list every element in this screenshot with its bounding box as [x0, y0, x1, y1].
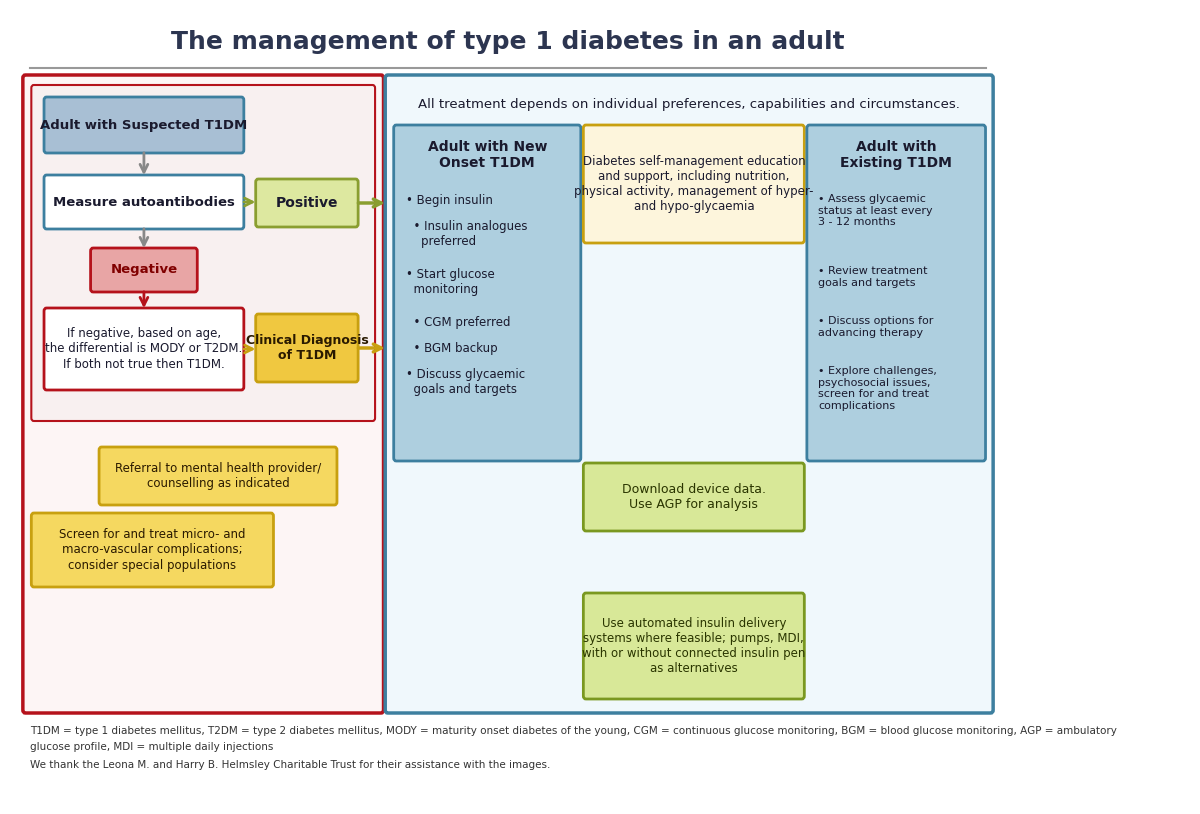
- FancyBboxPatch shape: [44, 308, 244, 390]
- Text: The management of type 1 diabetes in an adult: The management of type 1 diabetes in an …: [172, 30, 845, 54]
- Text: • Review treatment
goals and targets: • Review treatment goals and targets: [818, 266, 928, 287]
- FancyBboxPatch shape: [583, 463, 804, 531]
- Text: Screen for and treat micro- and
macro-vascular complications;
consider special p: Screen for and treat micro- and macro-va…: [59, 528, 246, 571]
- Text: All treatment depends on individual preferences, capabilities and circumstances.: All treatment depends on individual pref…: [419, 98, 960, 111]
- Text: Negative: Negative: [110, 264, 178, 277]
- FancyBboxPatch shape: [256, 314, 358, 382]
- FancyBboxPatch shape: [100, 447, 337, 505]
- Text: • Assess glycaemic
status at least every
3 - 12 months: • Assess glycaemic status at least every…: [818, 194, 932, 227]
- Text: Use automated insulin delivery
systems where feasible; pumps, MDI,
with or witho: Use automated insulin delivery systems w…: [582, 617, 805, 675]
- Text: Diabetes self-management education
and support, including nutrition,
physical ac: Diabetes self-management education and s…: [574, 155, 814, 213]
- FancyBboxPatch shape: [44, 175, 244, 229]
- Text: • Begin insulin: • Begin insulin: [407, 194, 493, 207]
- Text: glucose profile, MDI = multiple daily injections: glucose profile, MDI = multiple daily in…: [30, 742, 274, 752]
- Text: Adult with New
Onset T1DM: Adult with New Onset T1DM: [427, 140, 547, 170]
- FancyBboxPatch shape: [31, 513, 274, 587]
- Text: Positive: Positive: [276, 196, 338, 210]
- Text: Referral to mental health provider/
counselling as indicated: Referral to mental health provider/ coun…: [115, 462, 322, 490]
- FancyBboxPatch shape: [256, 179, 358, 227]
- Text: • Explore challenges,
psychosocial issues,
screen for and treat
complications: • Explore challenges, psychosocial issue…: [818, 366, 937, 411]
- Text: • CGM preferred: • CGM preferred: [407, 316, 511, 329]
- FancyBboxPatch shape: [394, 125, 581, 461]
- Text: • Insulin analogues
    preferred: • Insulin analogues preferred: [407, 220, 528, 248]
- Text: We thank the Leona M. and Harry B. Helmsley Charitable Trust for their assistanc: We thank the Leona M. and Harry B. Helms…: [30, 760, 550, 770]
- Text: • Discuss glycaemic
  goals and targets: • Discuss glycaemic goals and targets: [407, 368, 526, 396]
- Text: • BGM backup: • BGM backup: [407, 342, 498, 355]
- FancyBboxPatch shape: [31, 85, 376, 421]
- Text: If negative, based on age,
the differential is MODY or T2DM.
If both not true th: If negative, based on age, the different…: [46, 327, 242, 370]
- Text: Measure autoantibodies: Measure autoantibodies: [53, 195, 235, 208]
- FancyBboxPatch shape: [44, 97, 244, 153]
- Text: Download device data.
Use AGP for analysis: Download device data. Use AGP for analys…: [622, 483, 766, 511]
- Text: Adult with
Existing T1DM: Adult with Existing T1DM: [840, 140, 952, 170]
- Text: Clinical Diagnosis
of T1DM: Clinical Diagnosis of T1DM: [246, 334, 368, 362]
- FancyBboxPatch shape: [583, 593, 804, 699]
- FancyBboxPatch shape: [90, 248, 197, 292]
- FancyBboxPatch shape: [23, 75, 384, 713]
- Text: • Start glucose
  monitoring: • Start glucose monitoring: [407, 268, 496, 296]
- Text: Adult with Suspected T1DM: Adult with Suspected T1DM: [41, 119, 247, 132]
- Text: • Discuss options for
advancing therapy: • Discuss options for advancing therapy: [818, 316, 934, 338]
- Text: T1DM = type 1 diabetes mellitus, T2DM = type 2 diabetes mellitus, MODY = maturit: T1DM = type 1 diabetes mellitus, T2DM = …: [30, 726, 1116, 736]
- FancyBboxPatch shape: [385, 75, 994, 713]
- FancyBboxPatch shape: [583, 125, 804, 243]
- FancyBboxPatch shape: [806, 125, 985, 461]
